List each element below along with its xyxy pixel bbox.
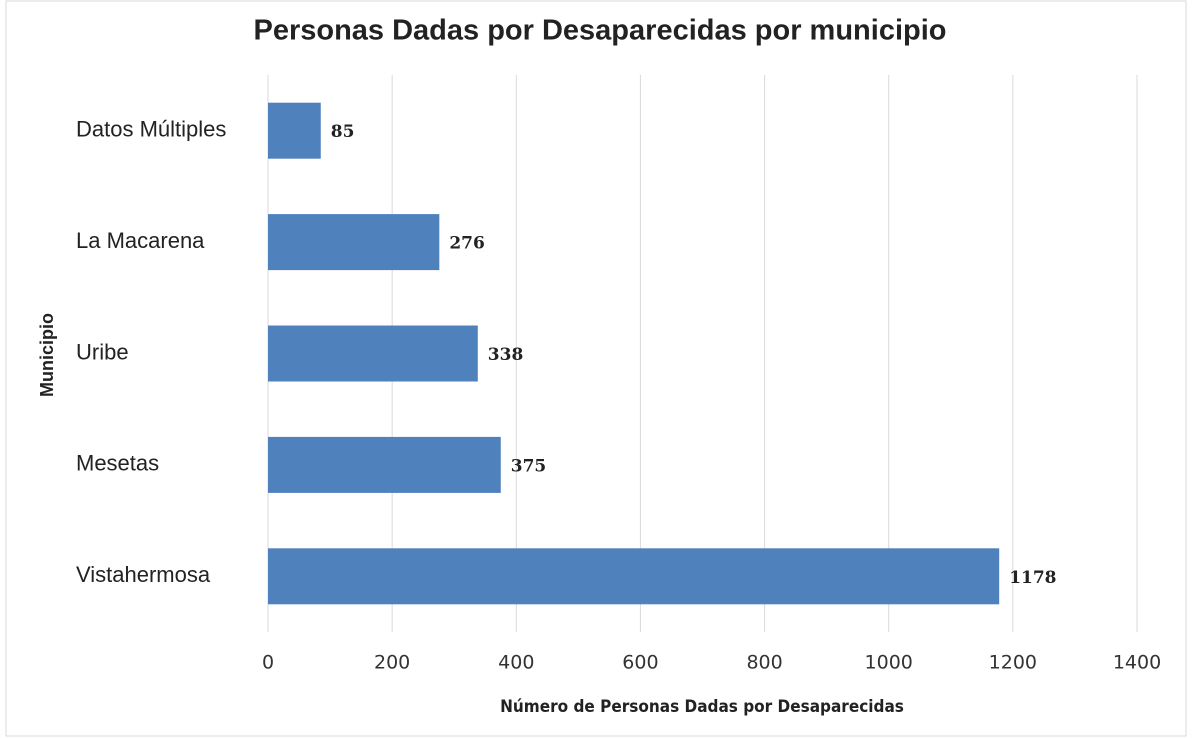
x-tick-label: 600 [622, 652, 658, 674]
data-label: 1178 [1009, 568, 1056, 588]
chart-border [5, 0, 1187, 737]
bar [268, 548, 1000, 605]
bar [268, 102, 321, 159]
x-tick-label: 1400 [1113, 652, 1161, 674]
x-tick-label: 1200 [989, 652, 1037, 674]
x-tick-label: 1000 [865, 652, 913, 674]
data-label: 276 [449, 234, 485, 254]
bar [268, 436, 501, 493]
x-tick-label: 200 [374, 652, 410, 674]
data-label: 85 [331, 122, 355, 142]
y-tick-label: Datos Múltiples [76, 117, 226, 142]
data-label: 338 [488, 345, 523, 365]
y-tick-label: Uribe [76, 339, 129, 364]
y-axis-label: Municipio [37, 313, 57, 397]
x-tick-label: 0 [262, 652, 274, 674]
chart-title: Personas Dadas por Desaparecidas por mun… [253, 15, 946, 47]
x-tick-label: 400 [498, 652, 534, 674]
x-axis-label: Número de Personas Dadas por Desaparecid… [500, 697, 904, 717]
x-tick-label: 800 [746, 652, 782, 674]
y-tick-label: Mesetas [76, 451, 159, 476]
bar [268, 214, 440, 271]
bar [268, 325, 478, 382]
y-tick-label: Vistahermosa [76, 562, 211, 587]
data-label: 375 [511, 456, 546, 476]
y-tick-label: La Macarena [76, 228, 205, 253]
